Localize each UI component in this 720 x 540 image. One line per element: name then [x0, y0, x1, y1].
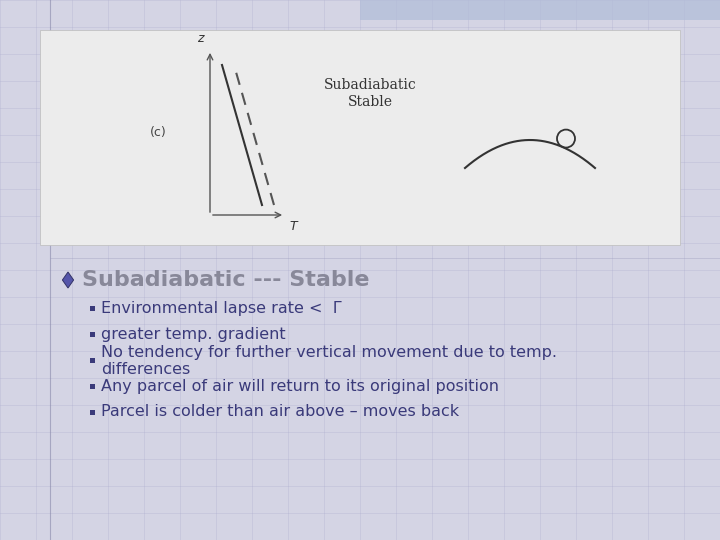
FancyBboxPatch shape — [40, 30, 680, 245]
Polygon shape — [63, 272, 73, 288]
Text: Subadiabatic: Subadiabatic — [323, 78, 416, 92]
Text: Parcel is colder than air above – moves back: Parcel is colder than air above – moves … — [101, 404, 459, 420]
FancyBboxPatch shape — [360, 0, 720, 20]
Text: T: T — [289, 220, 297, 233]
Text: z: z — [197, 32, 203, 45]
Bar — [90, 409, 95, 415]
Text: (c): (c) — [150, 126, 166, 139]
Text: Environmental lapse rate <  Γ: Environmental lapse rate < Γ — [101, 300, 341, 315]
Text: differences: differences — [101, 362, 190, 377]
Text: Subadiabatic --- Stable: Subadiabatic --- Stable — [82, 270, 369, 290]
Bar — [90, 332, 95, 336]
Text: Any parcel of air will return to its original position: Any parcel of air will return to its ori… — [101, 379, 499, 394]
Bar — [90, 306, 95, 310]
Bar — [90, 357, 95, 362]
Bar — [90, 383, 95, 388]
Text: greater temp. gradient: greater temp. gradient — [101, 327, 286, 341]
Text: Stable: Stable — [348, 95, 392, 109]
Text: No tendency for further vertical movement due to temp.: No tendency for further vertical movemen… — [101, 346, 557, 361]
